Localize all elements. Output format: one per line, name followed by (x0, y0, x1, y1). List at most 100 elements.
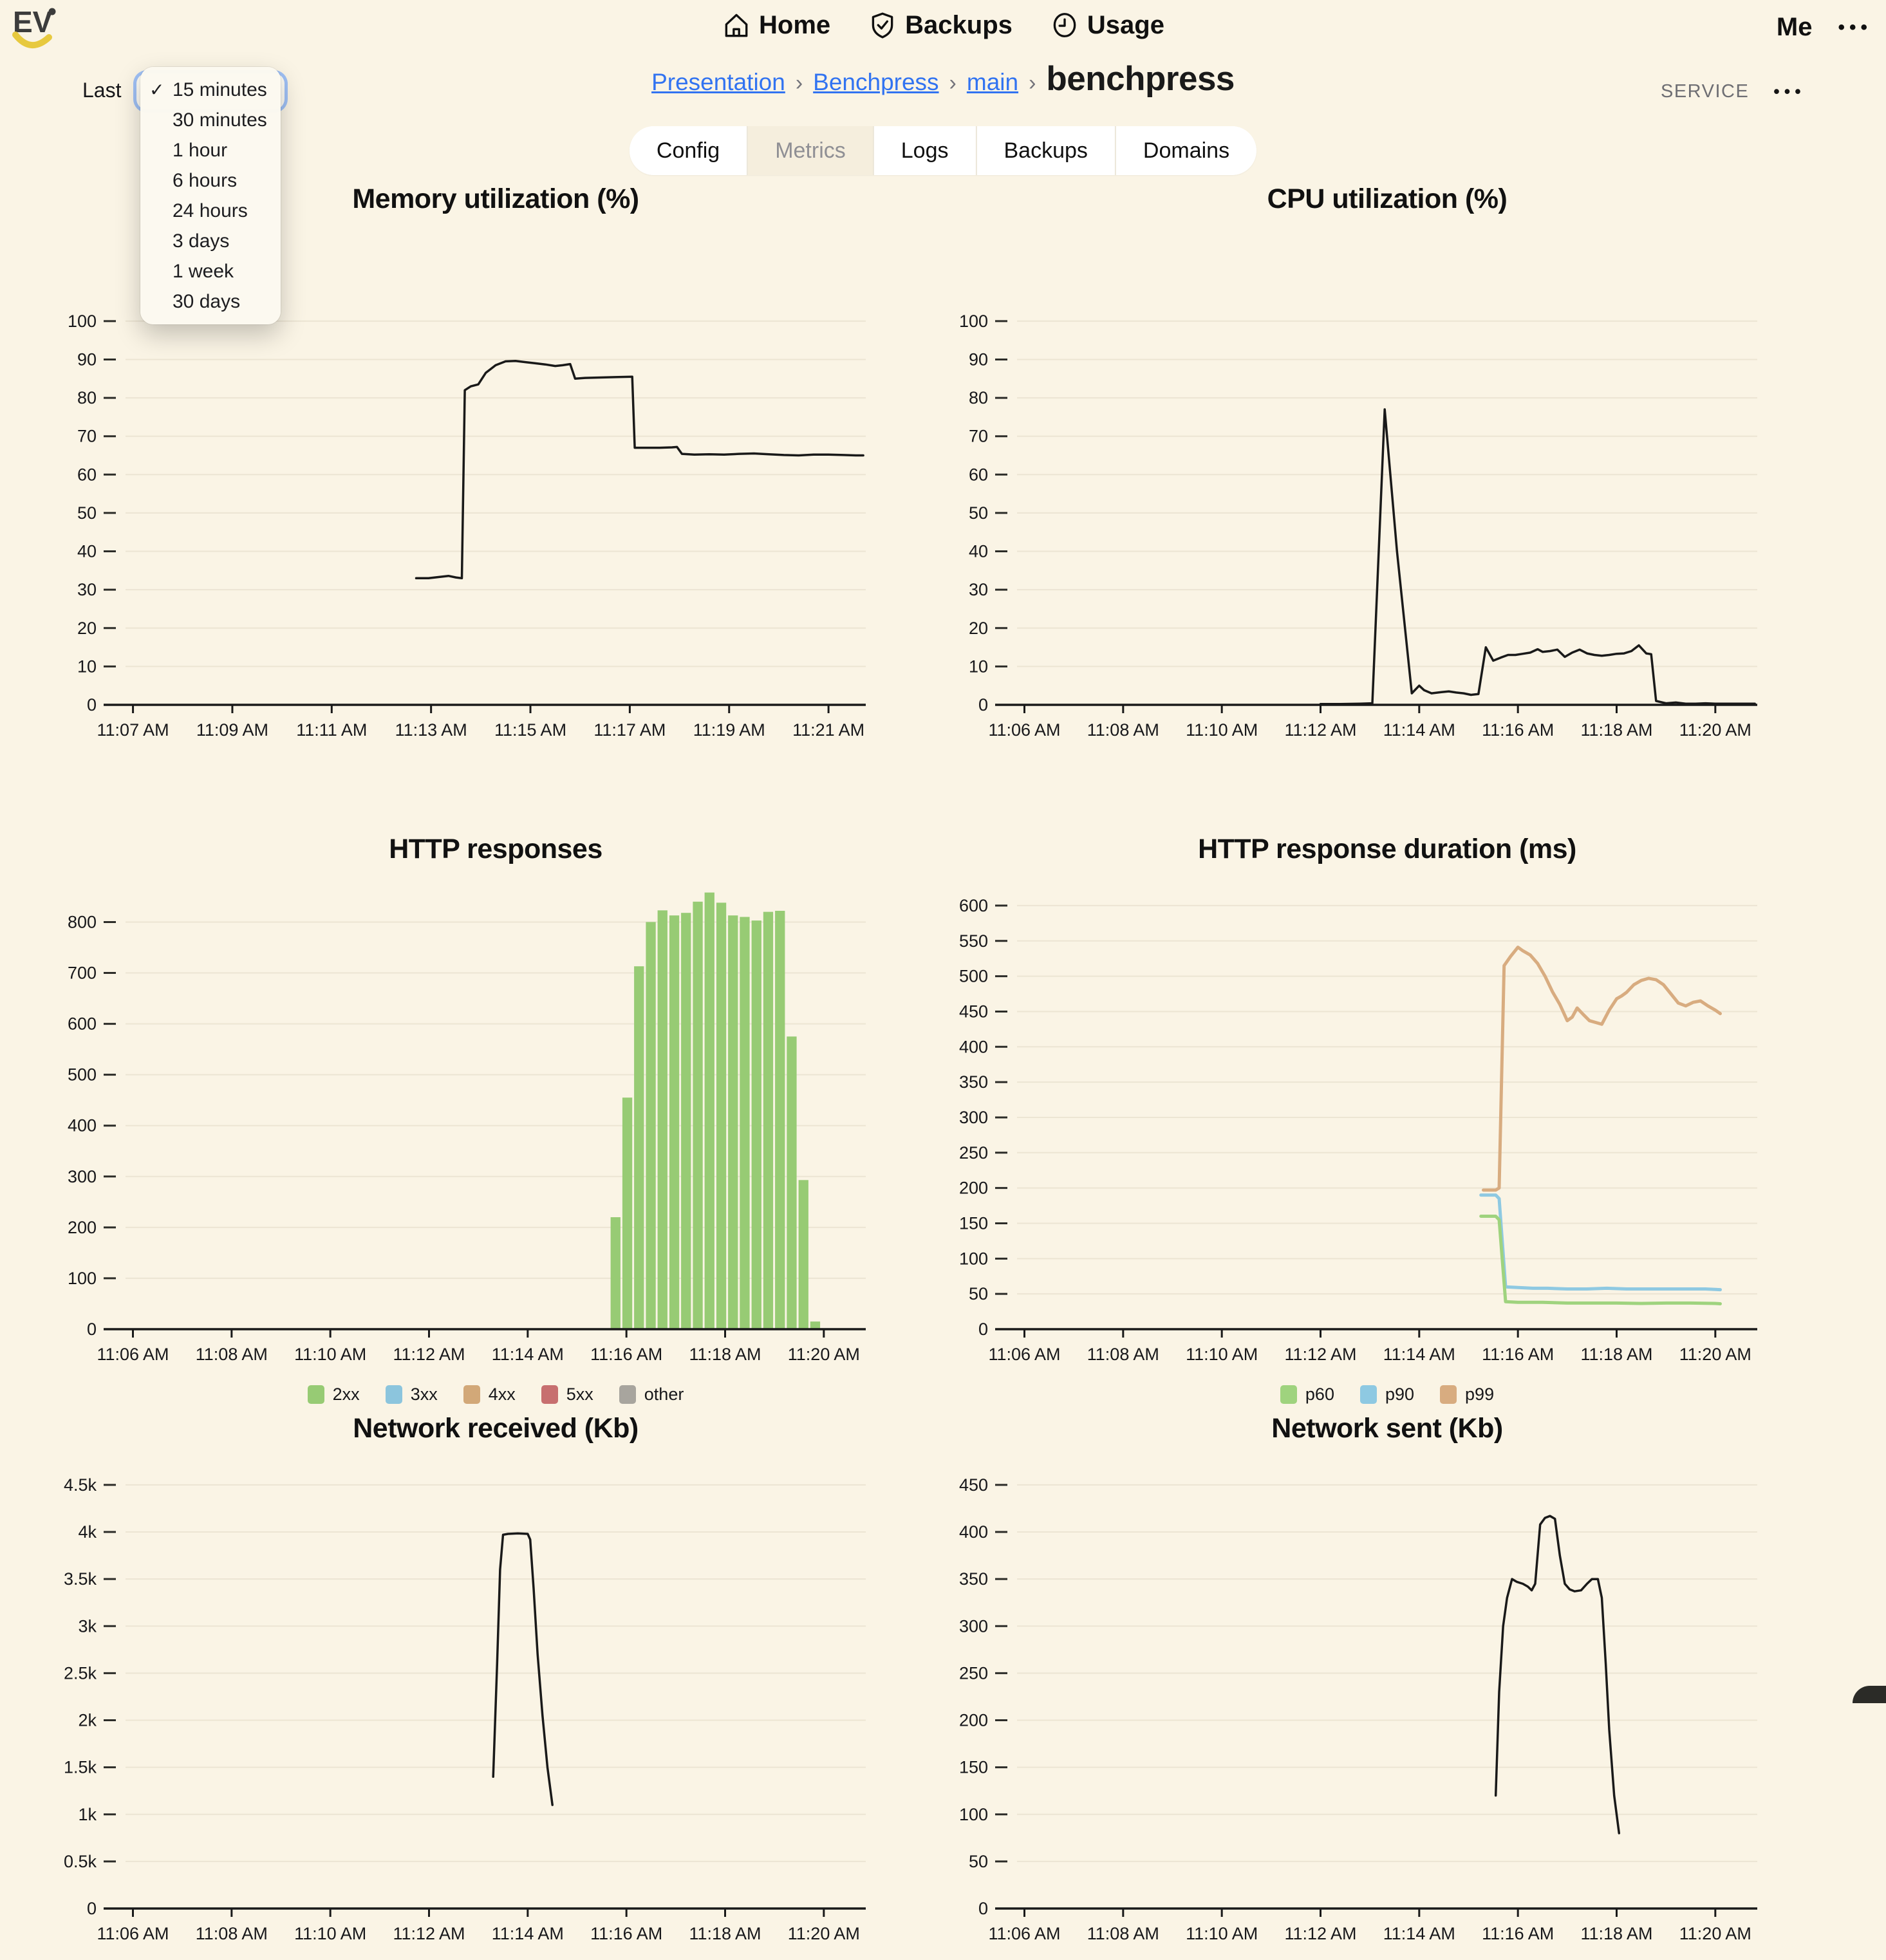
bar (646, 922, 656, 1329)
legend-swatch-other (619, 1385, 636, 1404)
svg-text:70: 70 (77, 427, 97, 446)
svg-text:11:12 AM: 11:12 AM (393, 1345, 465, 1364)
series-sent (1494, 1515, 1621, 1834)
bar (610, 1217, 621, 1329)
svg-text:350: 350 (959, 1072, 988, 1092)
svg-text:700: 700 (68, 964, 97, 983)
breadcrumb-link-presentation[interactable]: Presentation (651, 69, 785, 95)
menu-item-label: 6 hours (173, 169, 238, 191)
svg-text:1k: 1k (78, 1805, 97, 1824)
legend-swatch-4xx (463, 1385, 480, 1404)
svg-text:250: 250 (959, 1663, 988, 1683)
legend-item-p99: p99 (1440, 1385, 1494, 1405)
bar (622, 1097, 633, 1329)
svg-text:20: 20 (969, 619, 988, 638)
menu-item-label: 15 minutes (173, 79, 267, 100)
floating-corner-widget[interactable] (1853, 1686, 1886, 1703)
svg-text:11:06 AM: 11:06 AM (97, 1345, 169, 1364)
svg-text:11:12 AM: 11:12 AM (1284, 720, 1356, 740)
tab-domains[interactable]: Domains (1116, 126, 1257, 175)
svg-text:450: 450 (959, 1002, 988, 1021)
chart-svg-net-received: 0 0.5k 1k 1.5k 2k 2.5k 3k 3.5k 4k 4.5k 11:06 AM 11:… (64, 1475, 866, 1943)
chart-canvas: 0 10 20 30 40 50 60 70 80 90 100 11:07 AM 11:09 AM 11… (48, 229, 904, 753)
legend-label: 2xx (332, 1385, 360, 1404)
series-p90 (1479, 1193, 1722, 1292)
menu-item-label: 24 hours (173, 200, 248, 221)
bar (775, 911, 785, 1329)
chart-canvas: 0 50 100 150 200 250 300 350 400 450 500 550 600 11:0… (940, 879, 1796, 1381)
nav-right: Me ••• (1777, 13, 1872, 42)
svg-text:11:14 AM: 11:14 AM (1383, 1924, 1455, 1943)
tab-config[interactable]: Config (629, 126, 749, 175)
svg-text:0: 0 (87, 1899, 97, 1918)
service-more-button[interactable]: ••• (1773, 82, 1806, 101)
menu-item-1-hour[interactable]: 1 hour (140, 135, 281, 165)
page-title: benchpress (1046, 60, 1235, 98)
svg-text:10: 10 (969, 657, 988, 676)
svg-text:11:08 AM: 11:08 AM (196, 1924, 268, 1943)
bar (728, 915, 738, 1329)
menu-item-label: 3 days (173, 230, 230, 252)
menu-item-1-week[interactable]: 1 week (140, 256, 281, 286)
breadcrumb-link-main[interactable]: main (966, 69, 1019, 95)
svg-text:350: 350 (959, 1569, 988, 1589)
svg-text:200: 200 (959, 1179, 988, 1198)
menu-item-6-hours[interactable]: 6 hours (140, 165, 281, 196)
legend-label: p90 (1385, 1385, 1415, 1404)
series-received (492, 1532, 554, 1806)
legend-label: 5xx (566, 1385, 593, 1404)
tab-backups[interactable]: Backups (976, 126, 1116, 175)
svg-text:40: 40 (969, 542, 988, 561)
chart-legend: 2xx 3xx 4xx 5xx other (126, 1385, 866, 1405)
chart-network-received: Network received (Kb) 0 0.5k 1k 1.5k 2k 2.5k 3… (48, 1413, 904, 1960)
legend-item-p60: p60 (1280, 1385, 1334, 1405)
bar (787, 1036, 797, 1329)
tab-metrics[interactable]: Metrics (748, 126, 874, 175)
svg-text:11:14 AM: 11:14 AM (492, 1345, 564, 1364)
chart-canvas: 0 0.5k 1k 1.5k 2k 2.5k 3k 3.5k 4k 4.5k 11:06 AM 11:… (48, 1458, 904, 1960)
app-logo[interactable]: EV (9, 4, 61, 55)
more-menu-button[interactable]: ••• (1838, 16, 1872, 38)
nav-home[interactable]: Home (722, 10, 830, 40)
svg-text:11:16 AM: 11:16 AM (1482, 1345, 1554, 1364)
chart-http-response-duration: HTTP response duration (ms) 0 50 100 150 200… (940, 834, 1796, 1405)
svg-text:11:16 AM: 11:16 AM (590, 1345, 662, 1364)
service-label: SERVICE (1661, 81, 1750, 102)
bar (740, 917, 750, 1329)
svg-text:11:12 AM: 11:12 AM (1284, 1924, 1356, 1943)
chart-cpu-utilization: CPU utilization (%) 0 10 20 30 40 50 60 70 80 90 1… (940, 183, 1796, 753)
breadcrumb: Presentation › Benchpress › main › bench… (651, 59, 1235, 98)
chart-legend: p60 p90 p99 (1017, 1385, 1757, 1405)
svg-text:50: 50 (969, 1284, 988, 1303)
legend-swatch-p60 (1280, 1385, 1297, 1404)
menu-item-15-minutes[interactable]: ✓ 15 minutes (140, 75, 281, 105)
me-link[interactable]: Me (1776, 13, 1813, 41)
svg-text:11:18 AM: 11:18 AM (689, 1345, 761, 1364)
nav-usage[interactable]: Usage (1050, 10, 1164, 40)
svg-text:11:14 AM: 11:14 AM (1383, 1345, 1455, 1364)
svg-text:11:08 AM: 11:08 AM (196, 1345, 268, 1364)
chart-title: HTTP response duration (ms) (1198, 834, 1576, 864)
menu-item-30-days[interactable]: 30 days (140, 286, 281, 317)
svg-text:11:20 AM: 11:20 AM (1679, 1924, 1751, 1943)
bar (751, 920, 761, 1329)
svg-text:300: 300 (959, 1616, 988, 1636)
legend-item-p90: p90 (1359, 1385, 1415, 1405)
svg-text:100: 100 (68, 1269, 97, 1288)
svg-text:11:18 AM: 11:18 AM (689, 1924, 761, 1943)
menu-item-3-days[interactable]: 3 days (140, 226, 281, 256)
nav-backups[interactable]: Backups (868, 10, 1013, 40)
series-cpu (1319, 408, 1756, 705)
bar (681, 913, 691, 1329)
checkmark-icon: ✓ (149, 80, 165, 100)
breadcrumb-separator: › (795, 71, 803, 95)
breadcrumb-link-benchpress[interactable]: Benchpress (813, 69, 939, 95)
bar (634, 966, 644, 1329)
menu-item-24-hours[interactable]: 24 hours (140, 196, 281, 226)
svg-text:70: 70 (969, 427, 988, 446)
tab-logs[interactable]: Logs (873, 126, 977, 175)
chart-canvas: 0 50 100 150 200 250 300 350 400 450 11:06 AM 11:08… (940, 1458, 1796, 1960)
menu-item-30-minutes[interactable]: 30 minutes (140, 105, 281, 135)
svg-text:11:20 AM: 11:20 AM (1679, 720, 1751, 740)
svg-text:0: 0 (978, 1320, 988, 1339)
